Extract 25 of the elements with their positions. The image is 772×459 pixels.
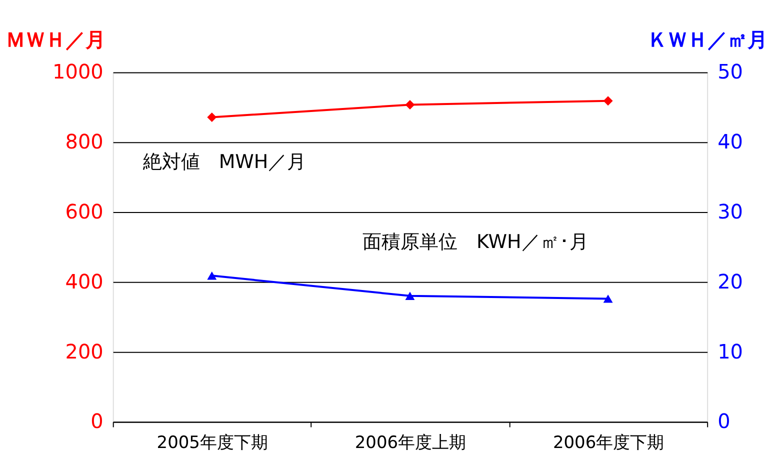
annotation: 面積原単位 KWH／㎡･月 <box>362 230 588 253</box>
y-tick-label: 800 <box>65 130 104 154</box>
y2-tick-label: 40 <box>718 130 743 154</box>
y2-tick-label: 30 <box>718 200 743 224</box>
y-tick-label: 400 <box>65 269 104 294</box>
y-tick-label: 600 <box>65 200 104 224</box>
y-tick-label: 1000 <box>52 60 104 84</box>
point <box>603 294 613 303</box>
y2-tick-label: 0 <box>718 409 730 434</box>
y2-tick-label: 50 <box>718 60 743 84</box>
point <box>207 272 217 280</box>
point <box>207 112 217 122</box>
x-tick-label: 2006年度下期 <box>552 433 664 454</box>
point <box>405 100 415 110</box>
y-tick-label: 200 <box>65 339 104 364</box>
point <box>405 292 415 300</box>
y-tick-label: 0 <box>90 409 104 434</box>
y2-tick-label: 10 <box>718 339 743 364</box>
annotation: 絶対値 MWH／月 <box>142 151 306 174</box>
x-tick-label: 2006年度上期 <box>354 433 466 454</box>
point <box>603 96 613 106</box>
y-axis-title: ＭＷＨ／月 <box>5 28 106 52</box>
x-tick-label: 2005年度下期 <box>156 433 268 454</box>
y2-axis-title: ＫＷＨ／㎡月 <box>648 28 768 52</box>
y2-tick-label: 20 <box>718 269 743 294</box>
